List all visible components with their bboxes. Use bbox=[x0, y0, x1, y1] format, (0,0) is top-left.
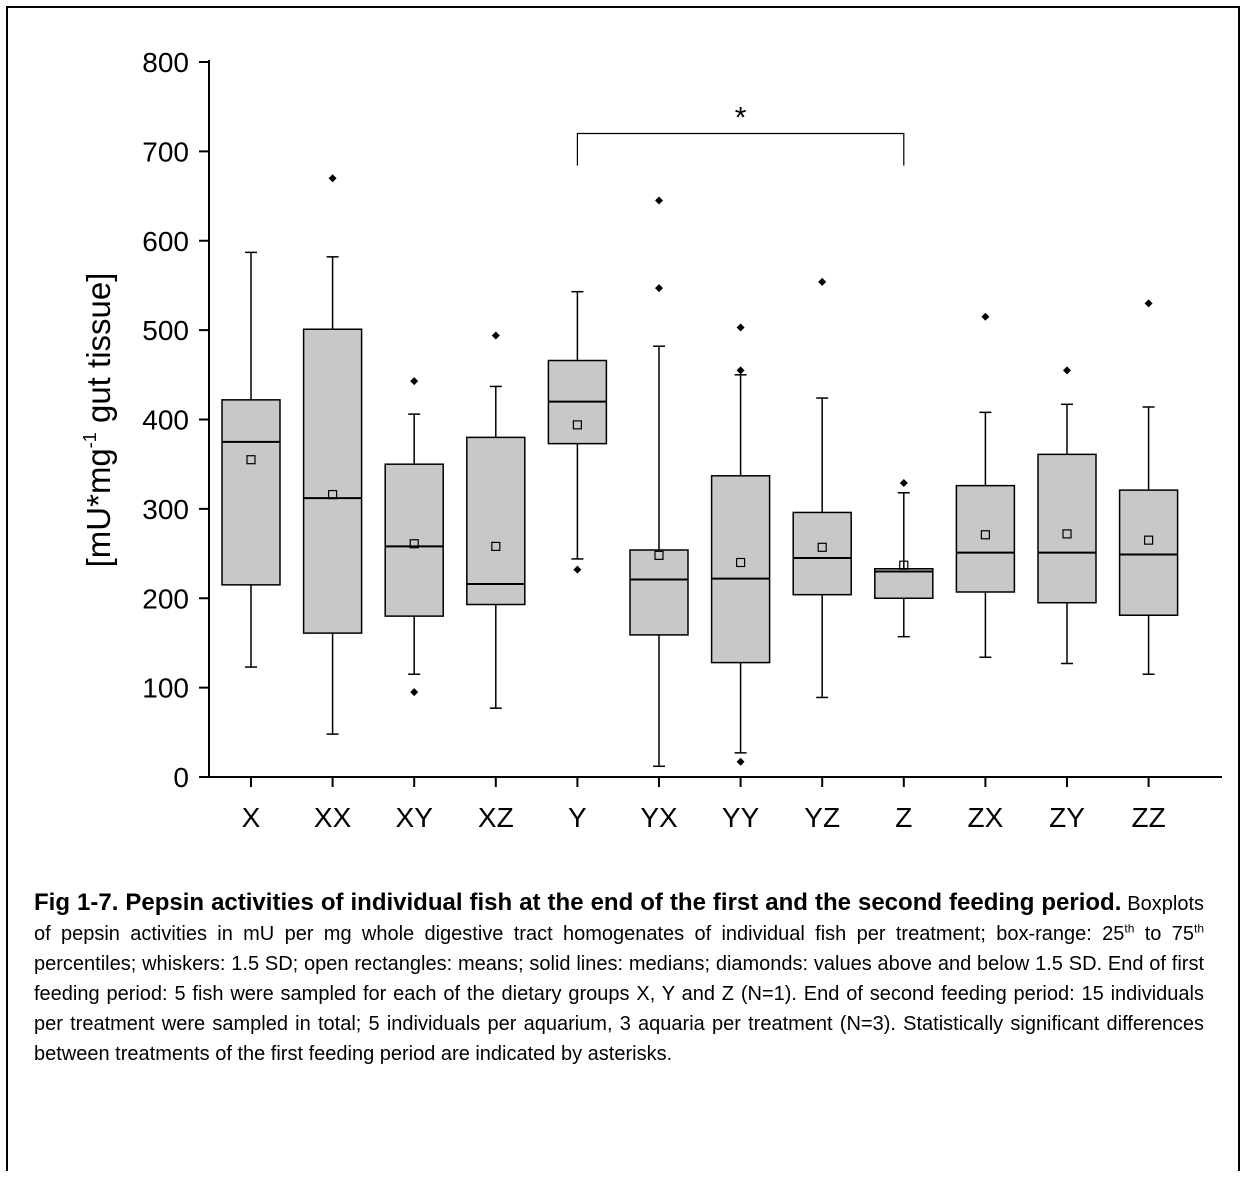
outlier-point bbox=[899, 478, 908, 487]
x-tick-label: X bbox=[242, 802, 261, 833]
box-YZ bbox=[792, 277, 852, 699]
iqr-box bbox=[955, 484, 1016, 593]
iqr-box bbox=[629, 549, 689, 636]
outlier-point bbox=[1063, 366, 1071, 375]
iqr-box bbox=[221, 399, 281, 586]
caption-text-2: to 75 bbox=[1134, 923, 1194, 945]
chart-boxes bbox=[221, 174, 1179, 768]
x-tick-label: XY bbox=[396, 802, 434, 833]
box-XX bbox=[302, 174, 363, 735]
outlier-point bbox=[328, 174, 337, 183]
y-tick-label: 600 bbox=[142, 226, 189, 257]
outlier-point bbox=[736, 757, 745, 766]
iqr-box bbox=[302, 328, 363, 634]
outlier-point bbox=[1144, 299, 1153, 308]
iqr-box bbox=[466, 436, 526, 606]
y-tick-label: 400 bbox=[142, 405, 189, 436]
mean-marker bbox=[246, 455, 256, 465]
x-tick-label: YY bbox=[722, 802, 760, 833]
outlier-point bbox=[736, 323, 745, 332]
y-tick-label: 0 bbox=[173, 762, 189, 793]
y-tick-label: 200 bbox=[142, 583, 189, 614]
y-tick-label: 100 bbox=[142, 673, 189, 704]
caption-text-3: percentiles; whiskers: 1.5 SD; open rect… bbox=[34, 953, 1204, 1065]
figure-caption: Fig 1-7. Pepsin activities of individual… bbox=[34, 888, 1204, 1069]
x-tick-label: YX bbox=[640, 802, 678, 833]
y-tick-label: 300 bbox=[142, 494, 189, 525]
outlier-point bbox=[818, 277, 827, 286]
caption-sup-1: th bbox=[1124, 921, 1135, 936]
outlier-point bbox=[981, 312, 990, 321]
significance-asterisk: * bbox=[735, 102, 747, 135]
x-tick-label: ZY bbox=[1049, 802, 1085, 833]
iqr-box bbox=[1118, 489, 1179, 616]
outlier-point bbox=[410, 688, 419, 697]
y-tick-label: 500 bbox=[142, 315, 189, 346]
outlier-point bbox=[655, 196, 663, 205]
caption-text-1: Boxplots of pepsin activities in mU per … bbox=[34, 893, 1205, 945]
caption-sup-2: th bbox=[1193, 921, 1204, 936]
box-Y bbox=[547, 290, 608, 574]
x-tick-label: XZ bbox=[478, 802, 514, 833]
box-ZY bbox=[1037, 366, 1097, 665]
x-tick-label: YZ bbox=[804, 802, 840, 833]
mean-marker bbox=[654, 550, 664, 560]
mean-marker bbox=[572, 420, 583, 430]
outlier-point bbox=[410, 377, 419, 386]
x-tick-label: Z bbox=[895, 802, 912, 833]
mean-marker bbox=[491, 541, 501, 552]
x-tick-label: ZZ bbox=[1131, 802, 1165, 833]
figure-frame bbox=[6, 6, 1240, 1171]
box-YY bbox=[710, 323, 771, 766]
box-X bbox=[221, 251, 281, 668]
box-Z bbox=[874, 478, 934, 638]
outlier-point bbox=[573, 565, 582, 574]
box-XZ bbox=[466, 331, 526, 709]
mean-marker bbox=[899, 560, 909, 570]
y-axis-label: [mU*mg-1 gut tissue] bbox=[80, 273, 117, 568]
outlier-point bbox=[655, 284, 663, 293]
iqr-box bbox=[1037, 453, 1097, 604]
y-tick-label: 800 bbox=[142, 47, 189, 78]
outlier-point bbox=[491, 331, 500, 340]
x-tick-label: XX bbox=[314, 802, 352, 833]
outlier-point bbox=[736, 366, 745, 375]
mean-marker bbox=[817, 542, 827, 552]
mean-marker bbox=[328, 489, 338, 500]
y-axis-label-main: [mU*mg bbox=[80, 448, 117, 567]
iqr-box bbox=[792, 511, 852, 596]
y-tick-label: 700 bbox=[142, 136, 189, 167]
mean-marker bbox=[980, 530, 991, 540]
significance-bracket bbox=[576, 132, 905, 166]
box-XY bbox=[384, 377, 444, 697]
x-tick-label: Y bbox=[568, 802, 587, 833]
x-tick-label: ZX bbox=[968, 802, 1004, 833]
mean-marker bbox=[409, 539, 419, 549]
iqr-box bbox=[710, 475, 771, 664]
mean-marker bbox=[1143, 535, 1154, 545]
caption-title: Fig 1-7. Pepsin activities of individual… bbox=[34, 889, 1122, 916]
box-YX bbox=[629, 196, 689, 768]
y-axis-label-rest: gut tissue] bbox=[80, 273, 117, 433]
mean-marker bbox=[1062, 529, 1072, 539]
iqr-box bbox=[874, 568, 934, 599]
box-ZX bbox=[955, 312, 1016, 658]
mean-marker bbox=[735, 557, 746, 568]
box-ZZ bbox=[1118, 299, 1179, 675]
y-axis-label-sup: -1 bbox=[80, 432, 100, 448]
